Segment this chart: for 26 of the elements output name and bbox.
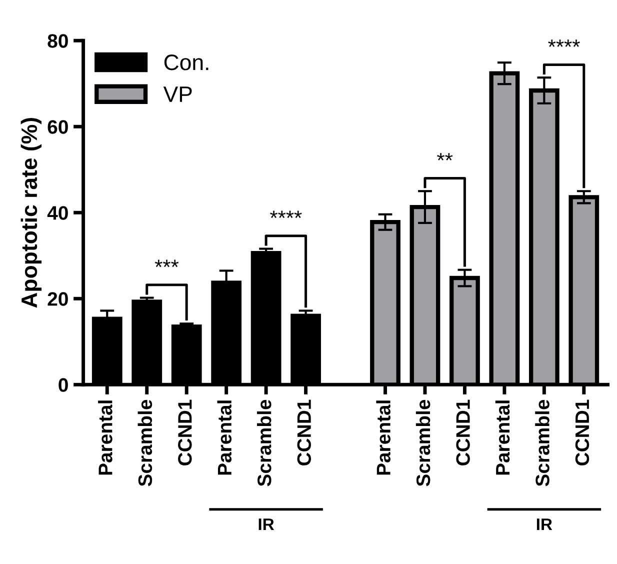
y-tick-label: 60 <box>48 120 68 134</box>
y-tick-label: 20 <box>48 292 68 306</box>
x-tick-label: Parental <box>217 400 232 475</box>
legend-label: Con. <box>164 54 208 70</box>
legend-label: VP <box>163 86 192 102</box>
x-tick-label: CCND1 <box>297 400 312 466</box>
x-tick-label: Parental <box>376 400 390 475</box>
annotation: **** <box>548 40 580 47</box>
x-tick-label: CCND1 <box>575 400 590 466</box>
x-tick-label: Scramble <box>256 400 272 486</box>
y-tick-label: 80 <box>48 34 68 48</box>
x-tick-label: Parental <box>495 400 510 475</box>
x-tick-label: Parental <box>98 400 112 475</box>
text: IR <box>258 518 274 530</box>
x-tick-label: CCND1 <box>456 400 470 466</box>
x-tick-label: Scramble <box>416 400 430 486</box>
annotation: **** <box>270 210 302 218</box>
y-tick-label: 0 <box>58 378 68 392</box>
x-tick-label: Scramble <box>535 400 550 486</box>
y-tick-label: 40 <box>47 206 68 220</box>
x-tick-label: CCND1 <box>178 400 192 466</box>
annotation: ** <box>437 153 453 160</box>
x-tick-label: Scramble <box>138 400 152 486</box>
text: IR <box>536 518 552 530</box>
y-axis-title: Apoptotic rate (%) <box>20 118 42 308</box>
annotation: *** <box>154 260 179 268</box>
